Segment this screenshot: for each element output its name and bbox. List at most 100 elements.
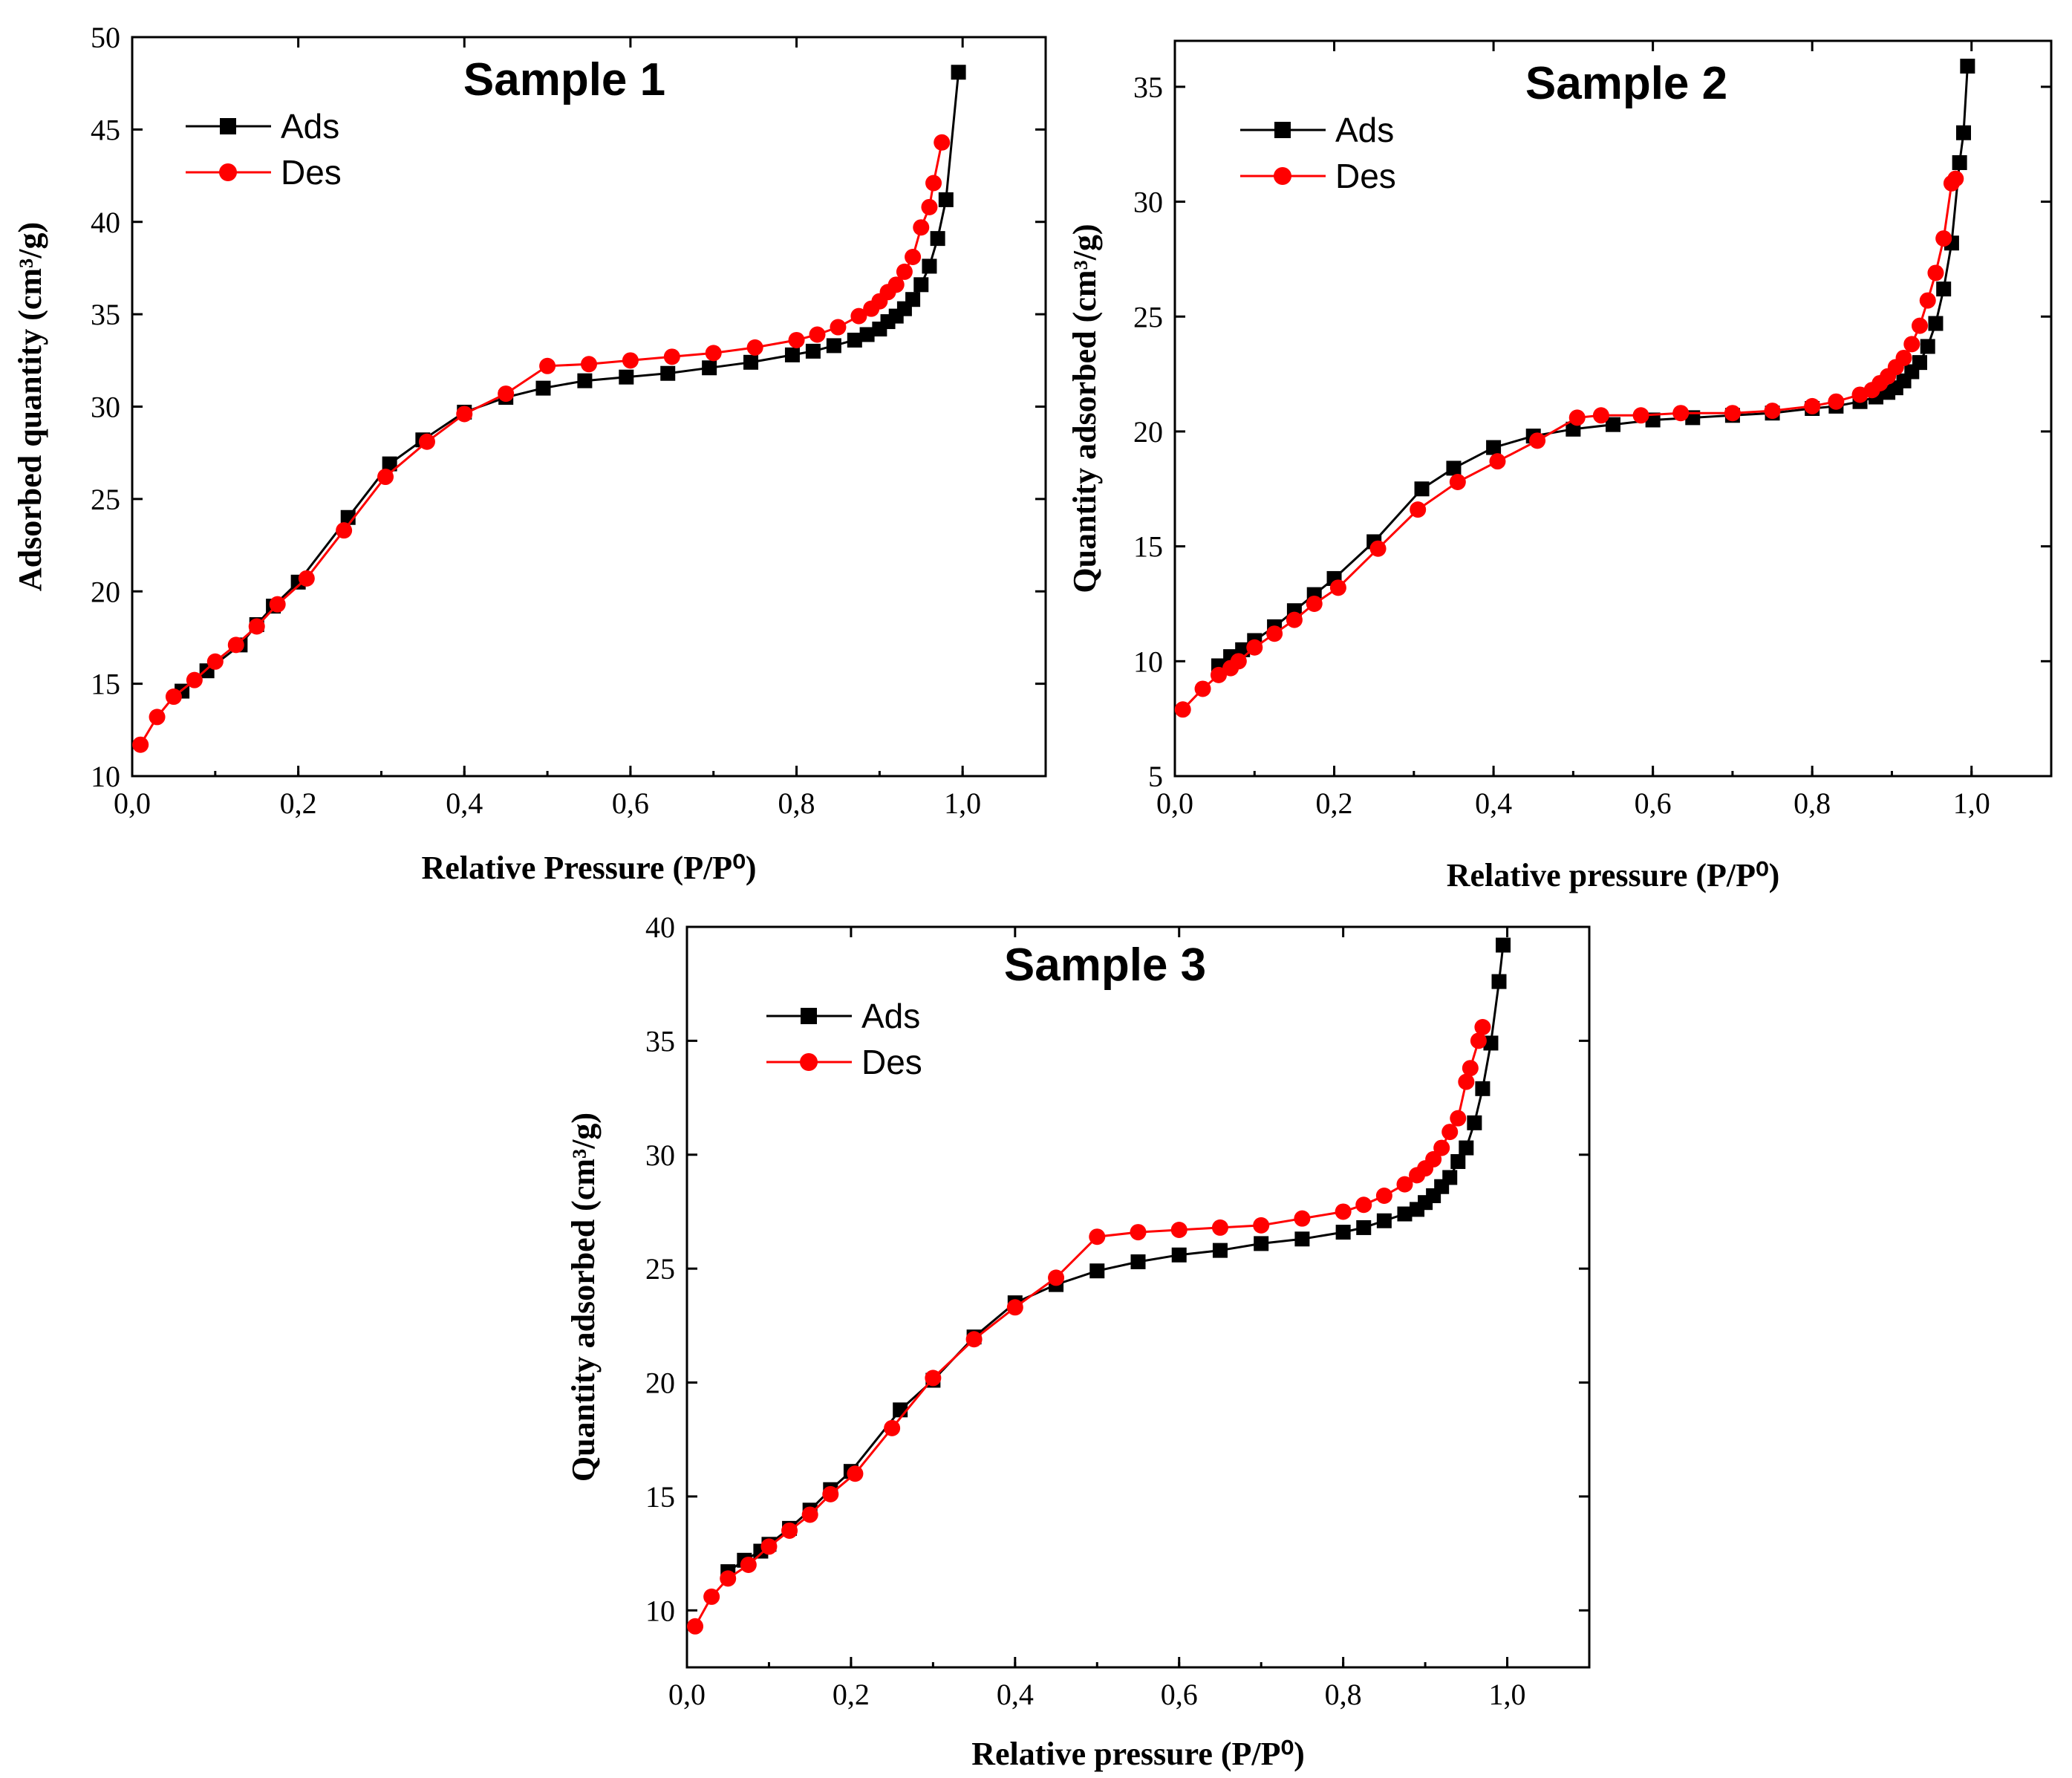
series-line [139,142,943,746]
y-axis-label: Quantity adsorbed (cm³/g) [1066,224,1103,593]
legend-label: Des [861,1043,922,1081]
data-point [1211,666,1227,683]
data-point [822,1485,839,1502]
x-tick-label: 0,8 [778,787,815,820]
data-point [1606,417,1620,432]
y-tick-label: 50 [91,21,120,54]
data-point [1470,1032,1487,1049]
y-tick-label: 15 [1133,530,1163,564]
data-point [186,671,203,688]
data-point [746,339,763,356]
data-point [165,688,182,706]
data-point [1960,59,1975,74]
y-tick-label: 30 [1133,186,1163,219]
data-point [938,192,954,207]
data-point [965,1331,983,1348]
data-point [1912,355,1927,371]
data-point [1828,393,1845,410]
data-point [934,134,951,151]
data-point [951,65,966,80]
data-point [660,365,676,381]
y-axis-label: Quantity adsorbed (cm³/g) [565,1113,602,1482]
x-tick-label: 0,6 [1635,787,1672,820]
data-point [1927,264,1944,281]
plot-frame [1173,39,2053,778]
data-point [760,1538,778,1555]
data-point [705,345,722,362]
y-tick-label: 45 [91,113,120,146]
data-point [1356,1219,1372,1235]
data-point [227,636,244,654]
y-tick-label: 25 [91,483,120,516]
y-tick-label: 20 [645,1367,675,1400]
data-point [1903,336,1920,353]
data-point [1246,639,1263,656]
data-point [1529,432,1546,449]
data-point [847,332,862,348]
data-point [1919,292,1936,309]
data-point [1329,579,1346,596]
y-tick-label: 35 [1133,71,1163,104]
data-point [1935,230,1952,247]
data-point [1956,125,1971,140]
y-tick-label: 40 [645,911,675,944]
data-point [1294,1231,1310,1247]
data-point [1450,1153,1466,1169]
data-point [456,406,473,423]
data-point [1804,397,1821,414]
y-tick-label: 25 [645,1252,675,1286]
data-point [905,292,921,307]
y-tick-label: 10 [91,760,120,793]
series-des [1174,170,1964,718]
data-point [850,307,867,325]
x-tick-label: 1,0 [1489,1678,1526,1711]
data-point [1266,625,1283,642]
data-point [1089,1263,1105,1279]
plot-frame [131,36,1047,778]
data-point [1467,1115,1482,1130]
series-line [1182,178,1957,711]
data-point [1433,1139,1450,1156]
data-point [1462,1060,1479,1077]
data-point [1952,154,1967,170]
data-point [377,469,394,486]
data-point [1211,1219,1228,1236]
data-point [826,338,841,354]
data-point [418,433,435,450]
x-axis-label: Relative pressure (P/P⁰) [1447,857,1780,893]
data-point [784,347,800,362]
x-tick-label: 1,0 [1953,787,1990,820]
data-point [925,1370,942,1387]
data-point [1254,1236,1269,1251]
legend-label: Ads [861,997,920,1035]
data-point [801,1506,818,1523]
data-point [887,276,905,293]
data-point [1483,1035,1499,1051]
x-tick-label: 0,8 [1794,787,1831,820]
x-axis-label: Relative Pressure (P/P⁰) [422,850,757,886]
y-tick-label: 40 [91,206,120,239]
data-point [1375,1187,1392,1204]
data-point [1489,453,1506,470]
legend-label: Des [281,153,342,192]
x-tick-label: 0,4 [997,1678,1034,1711]
x-tick-label: 0,6 [1161,1678,1198,1711]
x-tick-label: 0,0 [114,787,151,820]
legend-label: Des [1335,157,1396,195]
x-tick-label: 0,2 [280,787,317,820]
data-point [1592,407,1609,424]
data-point [1441,1124,1459,1141]
data-point [1369,540,1387,557]
data-point [720,1570,737,1587]
data-point [1442,1170,1458,1185]
data-point [930,231,945,247]
legend: Ads Des [766,997,922,1081]
chart-title: Sample 3 [1004,940,1206,991]
data-point [149,709,166,726]
data-point [913,277,929,293]
y-tick-label: 30 [645,1139,675,1172]
data-point [248,618,265,635]
chart-panel-2: 0,0 0,2 0,4 0,6 0,8 1,0 5 10 15 20 25 30 35 Sample 2 R… [1066,39,2053,893]
data-point [1491,974,1507,989]
y-tick-label: 15 [91,668,120,701]
